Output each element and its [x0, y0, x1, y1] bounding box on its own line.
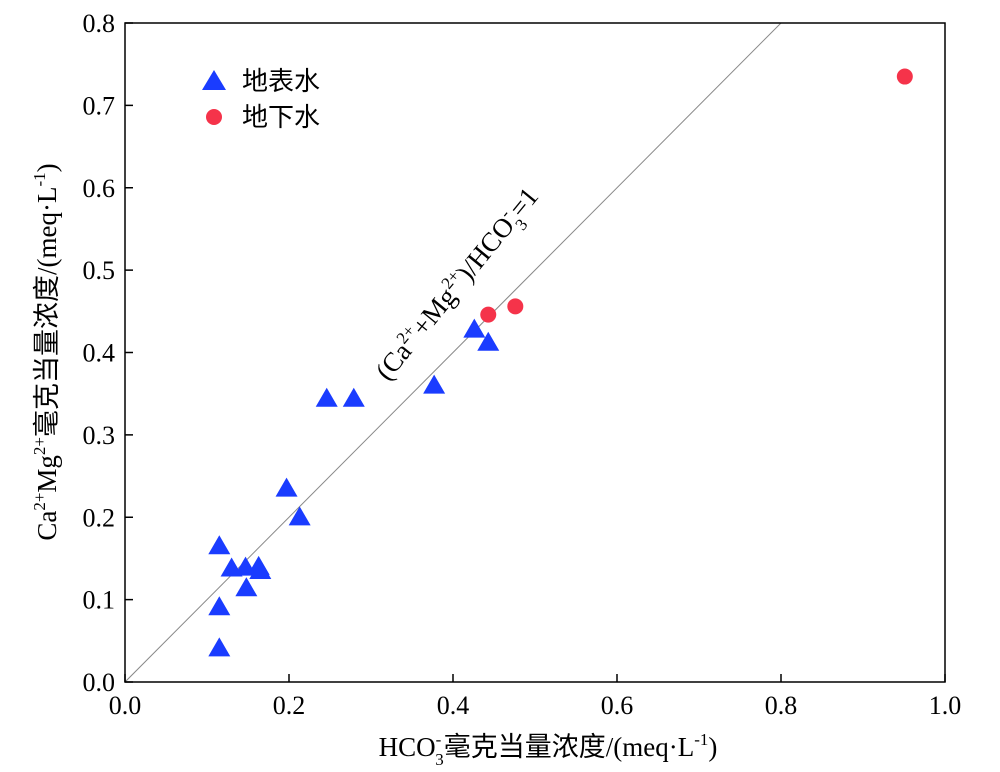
x-tick-label: 0.6	[601, 691, 634, 720]
x-tick-label: 0.2	[273, 691, 306, 720]
y-tick-label: 0.8	[83, 9, 116, 38]
y-tick-label: 0.4	[83, 339, 116, 368]
legend-label-surface-water: 地表水	[242, 67, 320, 96]
data-point-surface-water	[423, 374, 446, 394]
data-point-surface-water	[477, 331, 500, 351]
legend-circle-marker	[206, 109, 222, 125]
reference-line	[124, 22, 782, 683]
data-point-surface-water	[275, 477, 298, 497]
legend: 地表水 地下水	[202, 67, 320, 132]
data-point-surface-water	[342, 387, 365, 407]
data-point-groundwater	[896, 68, 913, 85]
data-point-surface-water	[208, 637, 231, 657]
legend-triangle-marker	[202, 70, 226, 90]
data-point-groundwater	[480, 306, 497, 323]
y-tick-label: 0.1	[83, 586, 116, 615]
data-point-groundwater	[507, 298, 524, 315]
x-tick-label: 0.8	[765, 691, 798, 720]
y-tick-label: 0.0	[83, 668, 116, 697]
y-axis-label: Ca2+Mg2+毫克当量浓度/(meq·L-1)	[30, 163, 62, 540]
data-point-surface-water	[249, 559, 272, 579]
reference-line-label: (Ca2++Mg2+)/HCO-3=1	[368, 180, 550, 390]
data-point-surface-water	[235, 577, 258, 597]
data-point-surface-water	[208, 596, 231, 616]
x-tick-label: 0.4	[437, 691, 470, 720]
x-axis-label: HCO-3毫克当量浓度/(meq·L-1)	[379, 730, 718, 767]
data-point-surface-water	[463, 318, 486, 338]
data-point-surface-water	[208, 535, 231, 555]
y-tick-label: 0.3	[83, 421, 116, 450]
x-tick-label: 1.0	[929, 691, 962, 720]
y-tick-label: 0.6	[83, 174, 116, 203]
y-tick-label: 0.5	[83, 256, 116, 285]
legend-label-groundwater: 地下水	[242, 103, 320, 132]
x-tick-label: 0.0	[109, 691, 142, 720]
data-point-surface-water	[288, 506, 311, 526]
data-point-surface-water	[315, 387, 338, 407]
y-tick-label: 0.7	[83, 91, 116, 120]
y-tick-label: 0.2	[83, 503, 116, 532]
